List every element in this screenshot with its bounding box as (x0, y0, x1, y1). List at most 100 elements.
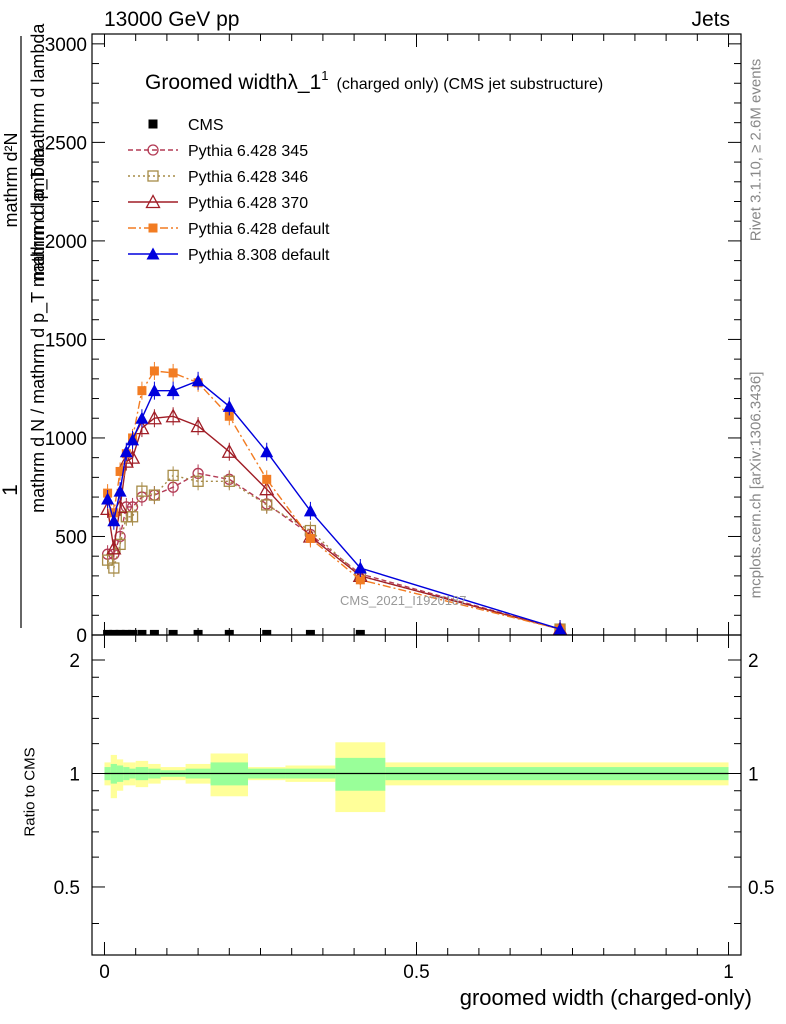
legend-entry-1: Pythia 6.428 345 (128, 143, 308, 160)
series-2-point-9 (223, 475, 235, 487)
y-label-derivative-numerator: mathrm d²N (1, 132, 21, 227)
series-4-point-9 (224, 411, 234, 421)
legend-entry-3: Pythia 6.428 370 (128, 194, 308, 212)
x-tick-label-1: 1 (723, 962, 734, 983)
ratio-y-tick-label-right-1: 1 (748, 764, 759, 785)
ratio-y-tick-label-1: 1 (69, 764, 80, 785)
series-3-point-6 (146, 410, 162, 425)
series-line-2 (107, 474, 561, 630)
series-5-point-11 (303, 504, 317, 517)
legend-marker-4 (148, 223, 158, 233)
series-3-point-8 (190, 418, 206, 433)
series-5-point-13 (553, 622, 567, 635)
series-2-point-4 (126, 511, 139, 523)
legend-marker-3 (145, 194, 161, 209)
y-label-derivative-denominator: mathrm d p_T mathrm d lambda (28, 23, 49, 281)
series-5-point-8 (191, 374, 205, 387)
chart-title-superscript: 1 (321, 68, 328, 83)
main-series-group (100, 361, 568, 635)
series-2-point-10 (261, 499, 273, 511)
series-3 (100, 407, 568, 635)
ratio-plot-frame (91, 634, 742, 956)
series-2-point-0 (101, 554, 114, 566)
series-5-point-9 (222, 399, 236, 412)
legend-marker-1 (147, 144, 159, 156)
series-5-point-4 (126, 433, 140, 446)
legend-marker-2 (147, 170, 159, 182)
series-5-point-0 (101, 492, 115, 505)
series-5-point-2 (113, 484, 127, 497)
series-line-3 (106, 415, 561, 630)
series-3-point-3 (118, 453, 134, 468)
series-2-point-5 (136, 485, 148, 497)
collision-energy-label: 13000 GeV pp (104, 8, 240, 31)
legend-entry-0: CMS (148, 117, 224, 134)
series-5-point-12 (353, 561, 367, 574)
series-0-point-0 (103, 629, 113, 635)
series-4-point-7 (168, 368, 178, 378)
series-4-point-12 (355, 575, 365, 585)
series-2-point-6 (148, 489, 161, 501)
legend-label-4: Pythia 6.428 default (188, 221, 330, 238)
legend-label-2: Pythia 6.428 346 (188, 169, 308, 186)
series-4-point-11 (305, 533, 315, 543)
main-y-tick-label-1000: 1000 (45, 429, 87, 450)
legend-label-3: Pythia 6.428 370 (188, 195, 308, 212)
main-y-axis-label: 1 mathrm d N / mathrm d p_T mathrm d lam… (0, 23, 49, 628)
series-line-4 (106, 370, 561, 630)
series-4-point-2 (115, 466, 125, 476)
series-3-point-10 (259, 481, 275, 496)
chart-legend: CMS Pythia 6.428 345 Pythia 6.428 346 Pythi… (128, 117, 330, 264)
series-4-point-10 (262, 474, 272, 484)
series-0-point-12 (355, 629, 365, 635)
series-3-point-5 (134, 420, 150, 435)
series-2-point-1 (108, 562, 120, 574)
chart-title-lambda: λ_1 (287, 71, 321, 94)
series-5 (101, 371, 567, 635)
legend-entry-4: Pythia 6.428 default (128, 221, 330, 238)
legend-label-0: CMS (188, 117, 224, 134)
series-5-point-6 (147, 384, 161, 397)
series-5-point-7 (166, 384, 180, 397)
analysis-watermark: CMS_2021_I1920187 (340, 593, 467, 608)
series-4-point-5 (137, 386, 147, 396)
ratio-error-bands (104, 742, 729, 813)
main-y-tick-label-0: 0 (76, 626, 87, 647)
series-0-point-3 (121, 629, 131, 635)
ratio-y-tick-label-0.5: 0.5 (54, 878, 80, 899)
series-2-point-8 (192, 475, 204, 487)
legend-entry-5: Pythia 8.308 default (128, 247, 330, 264)
series-5-point-5 (135, 411, 149, 424)
x-axis-label: groomed width (charged-only) (459, 985, 752, 1010)
series-3-point-9 (221, 443, 237, 458)
y-label-factor-denominator: mathrm d N / mathrm d p_T mathrm d lambd… (28, 146, 49, 513)
series-0-point-11 (305, 629, 315, 635)
analysis-type-label: Jets (691, 8, 730, 31)
series-5-point-10 (260, 445, 274, 458)
series-0-point-4 (128, 629, 138, 635)
series-0-point-1 (109, 629, 119, 635)
series-5-point-3 (119, 445, 133, 458)
main-y-tick-label-3000: 3000 (45, 35, 87, 56)
legend-entry-2: Pythia 6.428 346 (128, 169, 308, 186)
series-line-1 (107, 472, 561, 630)
series-4 (103, 361, 565, 635)
main-y-tick-label-2500: 2500 (45, 133, 87, 154)
series-0-point-10 (262, 629, 272, 635)
ratio-y-tick-label-right-2: 2 (748, 651, 759, 672)
legend-marker-5 (146, 247, 160, 260)
y-label-factor-numerator: 1 (0, 484, 22, 496)
main-y-tick-label-2000: 2000 (45, 232, 87, 253)
chart-title-main: Groomed width (145, 71, 287, 94)
ratio-inner-band-12 (335, 757, 386, 791)
axis-ticks: 0 500 1000 1500 2000 2500 3000 0 0.5 1 0.5 0.5 1 1 2 2 (45, 34, 774, 983)
chart-title-suffix: (charged only) (CMS jet substructure) (337, 76, 604, 93)
series-2-point-7 (167, 469, 179, 482)
main-y-tick-label-500: 500 (55, 527, 87, 548)
ratio-y-tick-label-2: 2 (69, 651, 80, 672)
legend-marker-0 (148, 119, 158, 129)
x-tick-label-0.5: 0.5 (403, 962, 429, 983)
legend-label-5: Pythia 8.308 default (188, 247, 330, 264)
series-0-point-6 (149, 629, 159, 635)
